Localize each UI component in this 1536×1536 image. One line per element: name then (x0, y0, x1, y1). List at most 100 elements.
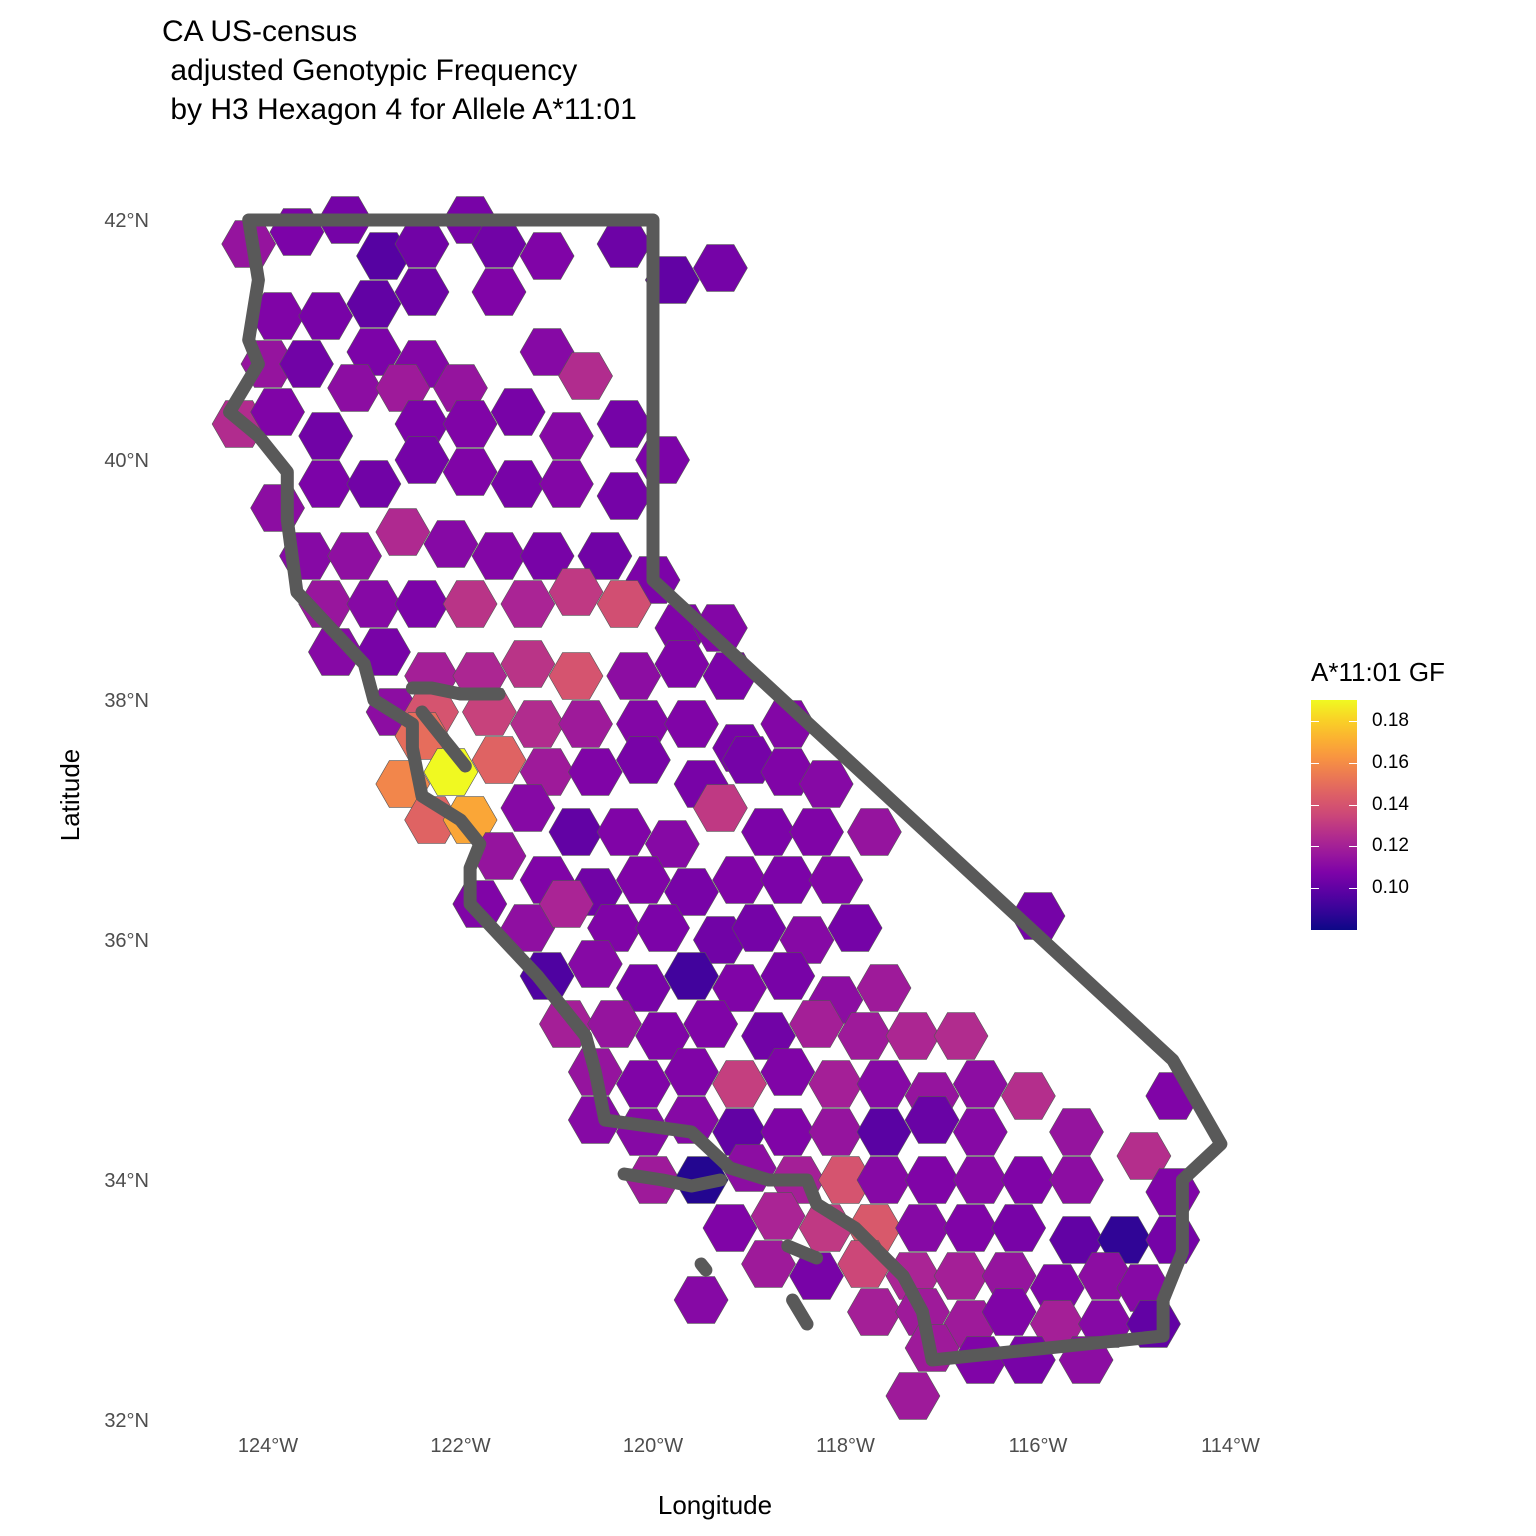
hex-cell (760, 856, 816, 904)
hex-cell (394, 436, 450, 484)
hex-cell (693, 784, 748, 832)
hex-cell (519, 232, 575, 280)
hex-cell (952, 1156, 1008, 1204)
legend-tick-label: 0.14 (1372, 793, 1409, 815)
legend-title: A*11:01 GF (1311, 657, 1445, 687)
hex-cell (847, 808, 902, 856)
legend-tick-label: 0.18 (1372, 709, 1409, 731)
hex-cell (539, 880, 594, 928)
hex-cell (991, 1204, 1047, 1252)
hex-cell (596, 580, 652, 628)
hex-cell (664, 952, 719, 1000)
legend-tick-mark (1349, 846, 1357, 848)
y-tick-label: 38°N (104, 690, 149, 712)
hex-cell (664, 700, 719, 748)
hex-cell (490, 388, 546, 436)
hex-cell (741, 1240, 796, 1288)
chart-title: CA US-census adjusted Genotypic Frequenc… (162, 12, 637, 129)
hex-cell (635, 436, 690, 484)
hex-cell (567, 748, 623, 796)
hex-cell (250, 388, 305, 436)
hex-cell (789, 808, 844, 856)
hex-cell (471, 736, 527, 784)
hex-cell (952, 1060, 1008, 1108)
hex-cell (298, 460, 354, 508)
hex-cell (808, 856, 864, 904)
hex-cell (548, 808, 604, 856)
hex-cell (616, 736, 671, 784)
x-axis-ticks: 124°W 122°W 120°W 118°W 116°W 114°W (238, 1435, 1260, 1457)
hex-cell (606, 652, 662, 700)
hex-cell (539, 460, 594, 508)
hex-cell (808, 1108, 864, 1156)
x-tick-label: 124°W (238, 1435, 298, 1457)
hex-cell (818, 1156, 873, 1204)
hex-cell (827, 904, 883, 952)
hex-cell (596, 220, 652, 268)
hex-cell (596, 472, 652, 520)
hex-cell (616, 856, 671, 904)
hex-cell (500, 640, 556, 688)
hex-cell (539, 412, 594, 460)
legend-tick-mark (1349, 804, 1357, 806)
hex-cell (760, 1048, 816, 1096)
hex-cell (895, 1204, 950, 1252)
legend-tick-label: 0.10 (1372, 877, 1409, 899)
hex-cell (693, 244, 748, 292)
hex-cell (856, 1108, 912, 1156)
title-line-1: CA US-census (162, 15, 358, 48)
title-line-2: adjusted Genotypic Frequency (162, 54, 578, 87)
hex-cell (250, 484, 305, 532)
hex-cell (471, 532, 527, 580)
hex-cell (1145, 1216, 1201, 1264)
hex-cell (885, 1012, 941, 1060)
hex-cell (423, 520, 479, 568)
hex-cell (510, 700, 565, 748)
hex-cell (1097, 1216, 1152, 1264)
hex-cell (442, 400, 498, 448)
hex-cell (760, 1108, 816, 1156)
hex-cell (856, 964, 912, 1012)
hex-cell (558, 352, 613, 400)
legend-ticks: 0.18 0.16 0.14 0.12 0.10 (1311, 700, 1431, 930)
california-state-outline (223, 213, 1228, 1367)
hex-cell (471, 268, 527, 316)
hex-cell (596, 808, 652, 856)
hex-cell (346, 460, 402, 508)
y-tick-label: 34°N (104, 1170, 149, 1192)
x-tick-label: 118°W (816, 1435, 875, 1457)
legend-tick-mark (1349, 762, 1357, 764)
y-tick-label: 32°N (104, 1410, 149, 1432)
hex-cell (808, 1060, 864, 1108)
coastline-feature (786, 1293, 814, 1331)
hex-cell (577, 532, 633, 580)
title-line-3: by H3 Hexagon 4 for Allele A*11:01 (162, 93, 637, 126)
hex-cell (616, 964, 671, 1012)
hex-cell (375, 508, 431, 556)
hex-cell (298, 292, 354, 340)
hex-cell (837, 1012, 893, 1060)
hex-cell (741, 808, 796, 856)
hex-cell (587, 904, 642, 952)
hex-cell (712, 1060, 767, 1108)
hex-cell (712, 964, 767, 1012)
hex-cell (616, 1060, 671, 1108)
hex-cell (394, 580, 450, 628)
hex-cell (587, 1000, 642, 1048)
hex-cell (500, 784, 556, 832)
x-tick-label: 114°W (1201, 1435, 1260, 1457)
hex-cell (847, 1288, 902, 1336)
x-tick-label: 122°W (430, 1435, 490, 1457)
hex-cell (933, 1252, 989, 1300)
hex-cell (760, 952, 816, 1000)
hex-cell (904, 1156, 960, 1204)
hex-cell (981, 1288, 1037, 1336)
hex-cell (644, 820, 700, 868)
hex-cell (885, 1372, 941, 1420)
hex-cell (856, 1060, 912, 1108)
x-axis-title: Longitude (658, 1490, 772, 1520)
hex-cell (664, 868, 719, 916)
y-axis-ticks: 42°N 40°N 38°N 36°N 34°N 32°N (104, 210, 149, 1432)
hex-cell (943, 1204, 998, 1252)
hex-cell (731, 904, 787, 952)
